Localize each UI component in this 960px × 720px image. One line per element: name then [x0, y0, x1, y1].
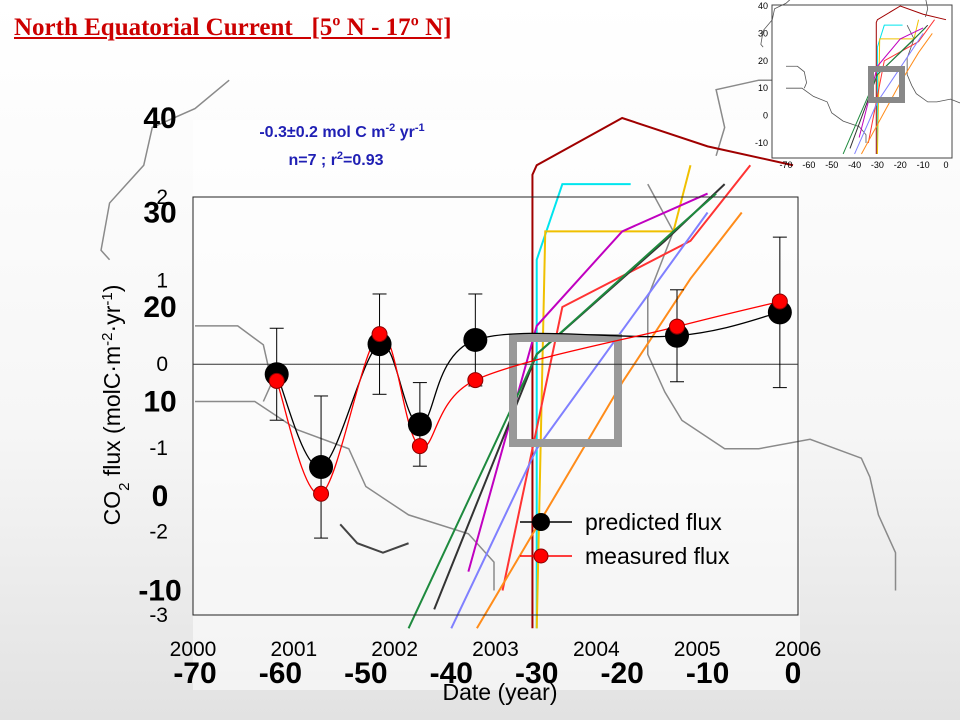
- bg-coastline-segment: [339, 523, 409, 554]
- inset-coastline-segment: [906, 25, 960, 104]
- plot-frame: [192, 196, 799, 616]
- bg-lon-tick-label: -10: [686, 657, 729, 690]
- inset-lon-tick-label: -70: [779, 160, 792, 170]
- inset-track-line: [860, 33, 933, 155]
- bg-lat-tick-label: -10: [138, 575, 181, 608]
- x-tick-label: 2003: [472, 638, 519, 661]
- legend-measured-marker: [533, 548, 549, 564]
- predicted-flux-point: [463, 327, 488, 352]
- legend-measured-label: measured flux: [585, 543, 730, 569]
- measured-flux-point: [771, 293, 788, 310]
- inset-lat-tick-label: 40: [758, 1, 768, 11]
- bg-lon-tick-label: -40: [430, 657, 473, 690]
- bg-track-line: [467, 192, 708, 572]
- y-tick-label: -3: [149, 604, 168, 627]
- x-axis-label: Date (year): [442, 679, 557, 705]
- bg-coastline-segment: [195, 325, 273, 402]
- measured-flux-points: [268, 293, 788, 502]
- bg-lon-tick-label: -20: [600, 657, 643, 690]
- legend-predicted-marker: [532, 513, 550, 531]
- bg-track-line: [535, 164, 692, 629]
- x-tick-label: 2004: [573, 638, 620, 661]
- inset-track-line: [854, 33, 924, 155]
- bg-lon-tick-labels: -70 -60 -50 -40 -30 -20 -10 0: [173, 657, 801, 690]
- bg-lat-tick-label: 40: [143, 102, 176, 135]
- legend: predicted flux measured flux: [520, 509, 730, 569]
- x-tick-label: 2005: [674, 638, 721, 661]
- inset-ship-tracks: [842, 5, 947, 155]
- bg-track-line: [450, 211, 709, 629]
- inset-lat-tick-label: 20: [758, 56, 768, 66]
- legend-predicted-label: predicted flux: [585, 509, 722, 535]
- x-tick-label: 2002: [371, 638, 418, 661]
- bg-coastline-segment: [195, 400, 495, 591]
- bg-lat-tick-label: 20: [143, 291, 176, 324]
- inset-track-map: 40 30 20 10 0 -10 -70 -60 -50 -40 -30 -20 -10 0: [755, 0, 960, 170]
- inset-lon-tick-labels: -70 -60 -50 -40 -30 -20 -10 0: [779, 160, 948, 170]
- bg-lon-tick-label: -50: [344, 657, 387, 690]
- inset-lon-tick-label: -50: [825, 160, 838, 170]
- bg-track-line: [531, 116, 794, 629]
- inset-lat-tick-label: -10: [755, 138, 768, 148]
- y-tick-label: 1: [156, 270, 168, 293]
- slide-title: North Equatorial Current [5º N - 17º N]: [14, 14, 452, 41]
- inset-track-line: [876, 19, 920, 154]
- bg-coastline-segment: [647, 183, 897, 591]
- x-tick-labels: 2000 2001 2002 2003 2004 2005 2006: [170, 638, 822, 661]
- bg-lat-tick-label: 0: [152, 480, 169, 513]
- bg-track-line: [476, 211, 743, 629]
- inset-coastline-segment: [760, 0, 791, 48]
- x-tick-label: 2001: [270, 638, 317, 661]
- inset-coastline-segment: [786, 65, 807, 89]
- x-tick-label: 2006: [775, 638, 822, 661]
- y-tick-label: -1: [149, 437, 168, 460]
- x-tick-label: 2000: [170, 638, 217, 661]
- y-tick-label: 0: [156, 353, 168, 376]
- measured-flux-point: [411, 438, 428, 455]
- inset-lon-tick-label: -20: [894, 160, 907, 170]
- y-tick-label: 2: [156, 186, 168, 209]
- inset-lon-tick-label: -60: [802, 160, 815, 170]
- bg-lat-tick-label: 10: [143, 386, 176, 419]
- inset-lat-tick-labels: 40 30 20 10 0 -10: [755, 1, 768, 148]
- predicted-flux-point: [309, 455, 334, 480]
- inset-lat-tick-label: 10: [758, 83, 768, 93]
- bg-region-box: [509, 334, 622, 447]
- inset-lat-tick-label: 0: [763, 111, 768, 121]
- regression-annotation-line1: -0.3±0.2 mol C m-2 yr-1: [259, 122, 424, 141]
- bg-coastline: [100, 79, 897, 591]
- inset-track-line: [875, 5, 947, 154]
- bg-lon-tick-label: -70: [173, 657, 216, 690]
- inset-coastline-segment: [925, 0, 929, 18]
- bg-lon-tick-label: 0: [785, 657, 802, 690]
- inset-lon-tick-label: 0: [943, 160, 948, 170]
- bg-lat-tick-label: 30: [143, 197, 176, 230]
- inset-lat-tick-label: 30: [758, 28, 768, 38]
- bg-coastline-segment: [715, 79, 785, 157]
- y-tick-labels: 2 1 0 -1 -2 -3: [149, 186, 168, 627]
- measured-flux-point: [268, 372, 285, 389]
- inset-track-line: [842, 27, 926, 155]
- y-tick-label: -2: [149, 520, 168, 543]
- inset-region-box: [868, 66, 905, 103]
- inset-lon-tick-label: -30: [871, 160, 884, 170]
- bg-coastline-segment: [100, 79, 230, 261]
- inset-lon-tick-label: -40: [848, 160, 861, 170]
- bg-lon-tick-label: -60: [259, 657, 302, 690]
- inset-lon-tick-label: -10: [917, 160, 930, 170]
- measured-flux-point: [669, 318, 685, 335]
- bg-track-line: [407, 192, 717, 629]
- regression-annotation-line2: n=7 ; r2=0.93: [288, 150, 383, 169]
- predicted-flux-point: [407, 412, 432, 437]
- measured-flux-point: [467, 372, 484, 389]
- measured-flux-point: [313, 485, 330, 502]
- bg-lon-tick-label: -30: [515, 657, 558, 690]
- measured-flux-point: [371, 326, 388, 343]
- y-axis-label: CO2 flux (molC·m-2·yr-1): [99, 285, 133, 526]
